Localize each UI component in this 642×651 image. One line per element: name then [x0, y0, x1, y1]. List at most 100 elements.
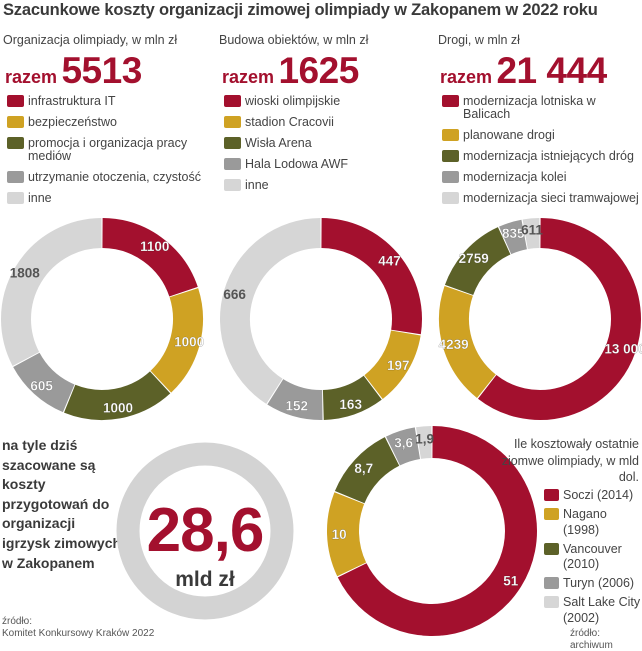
- total-value: 21 444: [496, 50, 607, 91]
- legend-label: inne: [28, 191, 52, 205]
- legend-item: Soczi (2014): [544, 488, 642, 504]
- legend-swatch: [224, 158, 241, 170]
- total-buildings: razem 1625: [222, 50, 359, 92]
- legend-label: Vancouver (2010): [563, 541, 622, 572]
- donut-value-label: 605: [30, 379, 53, 394]
- donut-value-label: 1100: [140, 239, 169, 254]
- donut-value-label: 3,6: [394, 435, 413, 450]
- legend-label: inne: [245, 178, 269, 192]
- donut-segment: [320, 218, 422, 335]
- legend-swatch: [442, 129, 459, 141]
- legend-label: stadion Cracovii: [245, 115, 334, 129]
- legend-label: utrzymanie otoczenia, czystość: [28, 170, 201, 184]
- donut-value-label: 1808: [10, 266, 41, 281]
- legend-swatch: [442, 171, 459, 183]
- source-line: Komitet Konkursowy Kraków 2022: [2, 627, 155, 639]
- legend-item: Nagano (1998): [544, 507, 642, 538]
- legend-item: Turyn (2006): [544, 576, 642, 592]
- legend-item: promocja i organizacja pracy mediów: [5, 137, 210, 163]
- legend-label: modernizacja kolei: [463, 170, 567, 184]
- donut-segment: [64, 370, 171, 420]
- legend-label: modernizacja istniejących dróg: [463, 149, 634, 163]
- olympics-heading: Ile kosztowały ostatnie ziomwe olimpiady…: [501, 437, 639, 484]
- donut-segment: [220, 218, 322, 404]
- donut-value-label: 611: [521, 222, 543, 237]
- legend-item: inne: [222, 179, 427, 192]
- total-label: razem: [222, 67, 275, 87]
- donut-segment: [499, 219, 528, 255]
- summary-value: 28,6: [146, 496, 265, 565]
- donut-segment: [150, 288, 203, 393]
- donut-segment: [322, 375, 382, 420]
- donut-segment: [1, 218, 103, 366]
- donut-value-label: 1,9: [415, 431, 434, 446]
- source-left: źródło: Komitet Konkursowy Kraków 2022: [2, 616, 154, 639]
- donut-value-label: 1000: [174, 335, 204, 350]
- legend-item: Hala Lodowa AWF: [222, 158, 427, 171]
- legend-label: wioski olimpijskie: [245, 94, 341, 108]
- donut-segment: [439, 286, 497, 398]
- donut-segment: [363, 330, 421, 399]
- legend-item: Wisła Arena: [222, 137, 427, 150]
- donut-value-label: 1000: [103, 401, 133, 416]
- summary-unit: mld zł: [175, 568, 235, 591]
- section-title-buildings: Budowa obiektów, w mln zł: [219, 33, 369, 47]
- donut-value-label: 666: [223, 287, 246, 302]
- legend-swatch: [544, 489, 559, 501]
- donut-value-label: 51: [503, 573, 519, 588]
- legend-label: promocja i organizacja pracy mediów: [28, 136, 188, 163]
- section-title-roads: Drogi, w mln zł: [438, 33, 520, 47]
- donut-value-label: 163: [339, 397, 362, 412]
- legend-roads: modernizacja lotniska w Balicach planowa…: [440, 95, 642, 213]
- legend-buildings: wioski olimpijskie stadion Cracovii Wisł…: [222, 95, 427, 200]
- legend-label: Soczi (2014): [563, 488, 634, 502]
- total-label: razem: [5, 67, 58, 87]
- summary-ring-circle: [116, 442, 294, 620]
- summary-text: na tyle dziś szacowane są koszty przygot…: [2, 437, 122, 571]
- total-label: razem: [440, 67, 493, 87]
- legend-item: modernizacja lotniska w Balicach: [440, 95, 642, 121]
- donut-segment: [522, 218, 540, 250]
- total-organization: razem 5513: [5, 50, 142, 92]
- legend-label: modernizacja lotniska w Balicach: [463, 94, 596, 121]
- donut-segment: [327, 492, 367, 577]
- source-line: źródło:: [2, 616, 33, 627]
- legend-swatch: [224, 95, 241, 107]
- donut-segment: [13, 352, 76, 413]
- legend-swatch: [7, 137, 24, 149]
- legend-item: planowane drogi: [440, 129, 642, 142]
- donut-segment: [334, 437, 400, 504]
- legend-swatch: [7, 116, 24, 128]
- donut-value-label: 4239: [439, 337, 469, 352]
- donut-value-label: 8,7: [354, 461, 373, 476]
- legend-swatch: [442, 192, 459, 204]
- donut-segment: [101, 218, 198, 297]
- donut-value-label: 13 000: [604, 342, 642, 357]
- legend-item: modernizacja sieci tramwajowej: [440, 192, 642, 205]
- total-value: 5513: [61, 50, 142, 91]
- legend-label: Turyn (2006): [563, 576, 635, 590]
- legend-olympics: Soczi (2014) Nagano (1998) Vancouver (20…: [544, 488, 642, 630]
- donut-value-label: 835: [502, 226, 525, 241]
- legend-label: Nagano (1998): [563, 507, 607, 537]
- donut-value-label: 197: [387, 358, 410, 373]
- legend-organization: infrastruktura IT bezpieczeństwo promocj…: [5, 95, 210, 213]
- legend-item: wioski olimpijskie: [222, 95, 427, 108]
- legend-swatch: [544, 508, 559, 520]
- legend-item: utrzymanie otoczenia, czystość: [5, 171, 210, 184]
- legend-swatch: [7, 95, 24, 107]
- legend-label: Wisła Arena: [245, 136, 312, 150]
- donut-segment: [385, 427, 421, 466]
- section-title-organization: Organizacja olimpiady, w mln zł: [3, 33, 178, 47]
- legend-label: Hala Lodowa AWF: [245, 157, 349, 171]
- legend-label: bezpieczeństwo: [28, 115, 117, 129]
- legend-item: bezpieczeństwo: [5, 116, 210, 129]
- donut-segment: [416, 426, 432, 459]
- legend-swatch: [7, 171, 24, 183]
- legend-label: Salt Lake City (2002): [563, 595, 641, 625]
- legend-swatch: [7, 192, 24, 204]
- donut-segment: [444, 227, 511, 296]
- legend-swatch: [224, 179, 241, 191]
